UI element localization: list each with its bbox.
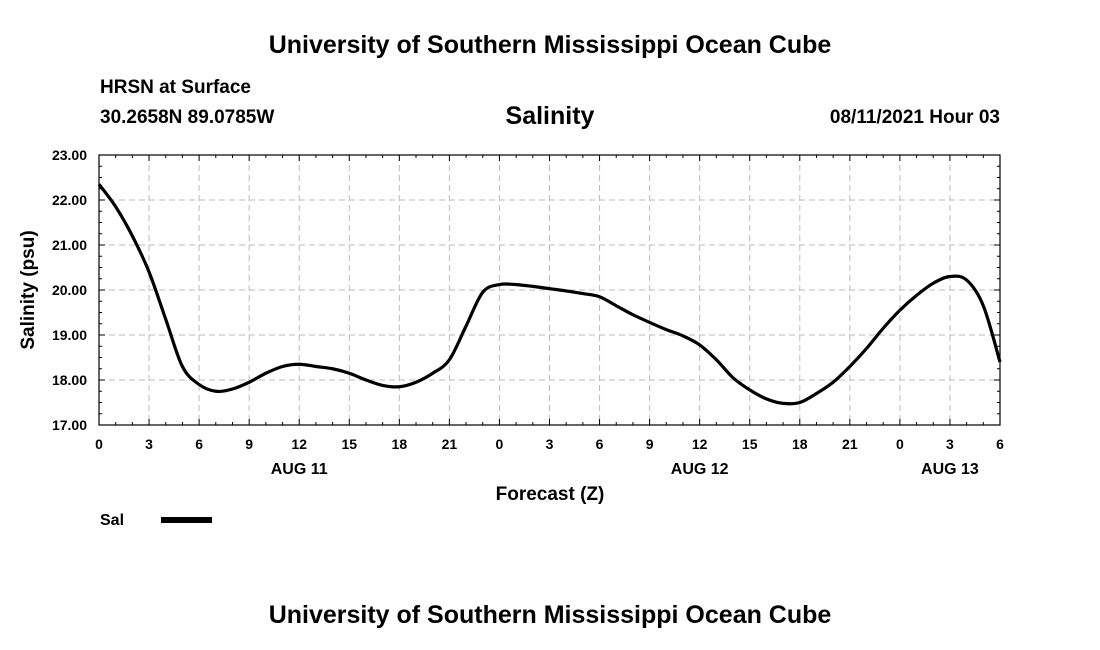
x-tick-label: 6 bbox=[195, 436, 203, 452]
station-coordinates: 30.2658N 89.0785W bbox=[100, 107, 275, 128]
x-tick-label: 12 bbox=[291, 436, 307, 452]
chart-title: Salinity bbox=[506, 102, 595, 130]
y-tick-label: 21.00 bbox=[52, 237, 87, 253]
x-tick-label: 6 bbox=[996, 436, 1004, 452]
x-tick-label: 9 bbox=[646, 436, 654, 452]
x-tick-label: 12 bbox=[692, 436, 708, 452]
y-tick-label: 19.00 bbox=[52, 327, 87, 343]
x-tick-label: 18 bbox=[792, 436, 808, 452]
x-tick-label: 3 bbox=[145, 436, 153, 452]
x-tick-label: 0 bbox=[496, 436, 504, 452]
x-tick-label: 15 bbox=[742, 436, 758, 452]
series-line-sal bbox=[97, 183, 1002, 406]
y-tick-label: 22.00 bbox=[52, 192, 87, 208]
x-tick-label: 18 bbox=[392, 436, 408, 452]
y-axis-label: Salinity (psu) bbox=[18, 230, 39, 349]
x-tick-label: 15 bbox=[341, 436, 357, 452]
forecast-datetime: 08/11/2021 Hour 03 bbox=[829, 107, 1000, 128]
series-layer bbox=[97, 183, 1002, 406]
y-tick-label: 17.00 bbox=[52, 417, 87, 433]
legend-label: Sal bbox=[100, 512, 124, 529]
x-tick-label: 0 bbox=[896, 436, 904, 452]
y-tick-label: 18.00 bbox=[52, 372, 87, 388]
y-tick-label: 23.00 bbox=[52, 147, 87, 163]
day-label: AUG 12 bbox=[671, 461, 729, 478]
x-tick-label: 3 bbox=[946, 436, 954, 452]
footer-title: University of Southern Mississippi Ocean… bbox=[268, 601, 832, 629]
legend: Sal bbox=[100, 512, 212, 529]
x-tick-label: 6 bbox=[596, 436, 604, 452]
station-label: HRSN at Surface bbox=[100, 77, 251, 98]
x-tick-label: 3 bbox=[546, 436, 554, 452]
axis-layer: 0 3 6 9 12 15 18 21 0 3 6 9 12 15 18 21 0 3 6 17.00 18.00 19.… bbox=[52, 147, 1004, 478]
day-label: AUG 13 bbox=[921, 461, 979, 478]
y-tick-label: 20.00 bbox=[52, 282, 87, 298]
x-tick-label: 0 bbox=[95, 436, 103, 452]
x-tick-label: 21 bbox=[442, 436, 458, 452]
day-label: AUG 11 bbox=[271, 461, 328, 478]
x-tick-label: 9 bbox=[245, 436, 253, 452]
page-title: University of Southern Mississippi Ocean… bbox=[268, 31, 832, 59]
x-tick-label: 21 bbox=[842, 436, 858, 452]
plot-frame bbox=[98, 154, 1001, 426]
x-axis-label: Forecast (Z) bbox=[496, 484, 605, 505]
